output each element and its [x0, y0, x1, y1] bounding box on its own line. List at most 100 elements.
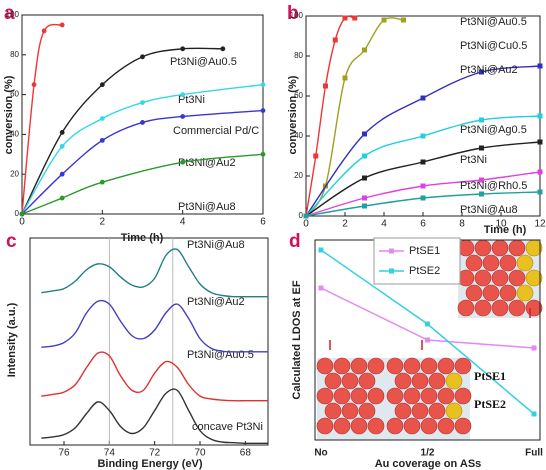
series-label: Pt3Ni@Au8 [460, 204, 518, 216]
atom [446, 403, 462, 419]
x-tick-label: 4 [180, 217, 186, 228]
atom [412, 373, 428, 389]
x-tick-label: 74 [104, 448, 116, 459]
series-label: Pt3Ni@Au0.5 [460, 16, 527, 28]
data-point [140, 54, 145, 59]
atom [317, 358, 333, 374]
x-tick-label: 0 [303, 219, 309, 230]
atom [475, 270, 491, 286]
atom [517, 255, 533, 271]
data-point [479, 118, 484, 123]
data-point [538, 64, 543, 69]
legend-label: PtSE2 [409, 265, 440, 277]
data-point [352, 16, 357, 21]
data-point [32, 82, 37, 87]
atom [429, 403, 445, 419]
atom [492, 300, 508, 316]
data-point [180, 46, 185, 51]
series-line [41, 249, 268, 297]
atom [455, 418, 471, 434]
x-tick-label: 76 [58, 448, 70, 459]
annotation: PtSE1 [474, 369, 506, 383]
data-point [479, 146, 484, 151]
atom [368, 418, 384, 434]
y-tick-label: 40 [294, 131, 303, 140]
legend-marker [389, 269, 394, 274]
atom [351, 358, 367, 374]
series-label: Pt3Ni@Au2 [460, 64, 518, 76]
data-point [60, 130, 65, 135]
atom [475, 240, 491, 256]
data-point [261, 152, 266, 157]
data-point [180, 114, 185, 119]
y-tick-label: 100 [6, 10, 20, 19]
series-label: Pt3Ni@Ag0.5 [460, 124, 527, 136]
series-label: concave Pt3Ni [192, 421, 263, 433]
atom [466, 285, 482, 301]
data-point [421, 96, 426, 101]
y-tick-label: 20 [294, 171, 303, 180]
data-point [180, 160, 185, 165]
legend-label: PtSE1 [409, 245, 440, 257]
atom [342, 403, 358, 419]
atom [387, 388, 403, 404]
atom [466, 255, 482, 271]
x-tick-label: 2 [342, 219, 348, 230]
atom [421, 388, 437, 404]
data-point [362, 132, 367, 137]
x-tick-label: 10 [495, 219, 507, 230]
atom [351, 418, 367, 434]
atom [483, 255, 499, 271]
atom [325, 373, 341, 389]
atom [351, 388, 367, 404]
panel-label: c [6, 231, 17, 252]
atom [334, 358, 350, 374]
x-tick-label: 1/2 [421, 448, 435, 459]
data-point [261, 82, 266, 87]
y-axis-label: Calculated LDOS at EF [291, 280, 303, 399]
atom [455, 388, 471, 404]
data-point [343, 16, 348, 21]
data-point [362, 176, 367, 181]
atom [395, 403, 411, 419]
atom [446, 373, 462, 389]
data-point [333, 38, 338, 43]
data-point [538, 140, 543, 145]
x-tick-label: 68 [240, 448, 252, 459]
series-line [306, 16, 355, 216]
series-label: Pt3Ni@Rh0.5 [460, 180, 527, 192]
atom [412, 403, 428, 419]
atom [438, 388, 454, 404]
data-point [479, 192, 484, 197]
series-label: Pt3Ni@Au0.5 [170, 56, 237, 68]
data-point [319, 248, 324, 253]
atom [404, 358, 420, 374]
data-point [362, 48, 367, 53]
series-label: Pt3Ni [460, 154, 487, 166]
atom [395, 373, 411, 389]
atom [500, 285, 516, 301]
data-point [60, 172, 65, 177]
y-tick-label: 0 [299, 211, 304, 220]
atom [492, 240, 508, 256]
data-point [20, 212, 25, 217]
data-point [140, 120, 145, 125]
atom [368, 388, 384, 404]
atom [475, 300, 491, 316]
data-point [421, 134, 426, 139]
series-label: Pt3Ni@Au8 [178, 201, 236, 213]
atom [334, 388, 350, 404]
y-axis-label: conversion (%) [3, 75, 15, 154]
data-point [421, 160, 426, 165]
x-tick-label: 12 [534, 219, 546, 230]
data-point [362, 204, 367, 209]
x-axis-label: Binding Energy (eV) [97, 458, 202, 470]
data-point [60, 23, 65, 28]
y-tick-label: 20 [10, 169, 19, 178]
x-tick-label: 72 [149, 448, 161, 459]
atom [325, 403, 341, 419]
legend-marker [389, 249, 394, 254]
y-axis-label: conversion (%) [287, 75, 299, 154]
atom [317, 388, 333, 404]
atom [438, 418, 454, 434]
